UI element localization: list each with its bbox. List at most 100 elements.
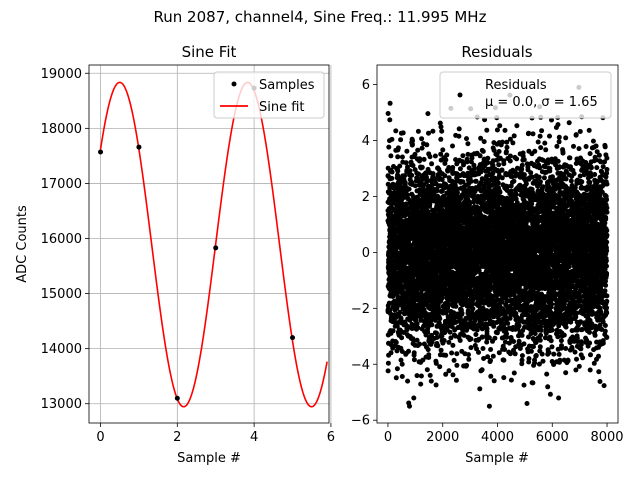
residual-point	[491, 378, 497, 384]
sine-fit-ytick-label: 14000	[41, 342, 82, 357]
residual-point	[457, 338, 463, 343]
residual-point	[465, 141, 471, 147]
residual-point	[479, 367, 485, 373]
residual-point	[429, 161, 435, 167]
residual-point	[388, 153, 394, 159]
residual-point	[490, 353, 496, 359]
sine-fit-xtick-label: 6	[327, 430, 335, 445]
residual-point	[501, 375, 507, 381]
sine-fit-curve	[99, 81, 328, 408]
residual-point	[427, 154, 433, 160]
residual-point	[418, 373, 424, 379]
residual-point	[456, 133, 462, 139]
residual-point	[454, 362, 460, 368]
residual-point	[481, 139, 487, 145]
residual-point	[415, 147, 421, 153]
residual-point	[443, 157, 449, 163]
residual-point	[436, 320, 442, 326]
residual-point	[454, 351, 460, 357]
residual-point	[432, 317, 438, 323]
residual-point	[473, 332, 479, 337]
residual-point	[417, 341, 423, 347]
sine-fit-grid	[89, 65, 332, 423]
residual-point	[433, 360, 439, 366]
sine-fit-sample-points	[98, 85, 296, 401]
residual-point	[386, 300, 392, 306]
residual-point	[400, 130, 406, 136]
residual-point	[507, 153, 513, 159]
residual-point	[485, 155, 491, 161]
residual-point	[399, 374, 405, 379]
residual-point	[424, 367, 430, 373]
residual-point	[496, 149, 502, 154]
legend-samples-label: Samples	[259, 78, 315, 93]
residual-point	[389, 169, 395, 175]
residual-point	[508, 377, 514, 383]
residual-point	[441, 338, 447, 343]
residual-point	[512, 351, 518, 357]
residual-point	[468, 345, 474, 351]
residual-point	[399, 361, 405, 367]
residual-point	[389, 136, 395, 142]
residual-point	[433, 382, 439, 388]
residual-point	[464, 136, 469, 142]
residual-point	[405, 164, 410, 170]
residual-point	[407, 168, 413, 174]
residual-point	[446, 339, 452, 345]
residual-point	[519, 162, 525, 168]
residual-point	[399, 335, 405, 341]
residual-point	[453, 303, 459, 309]
residual-point	[488, 373, 494, 379]
residual-point	[464, 156, 470, 162]
residual-point	[411, 307, 417, 313]
residual-point	[510, 140, 516, 146]
residual-point	[421, 182, 427, 188]
residual-point	[404, 295, 410, 301]
residual-point	[421, 156, 427, 162]
residual-point	[434, 188, 440, 194]
legend-samples-marker	[231, 81, 237, 87]
residual-point	[446, 368, 452, 374]
residual-point	[460, 179, 466, 185]
residual-point	[499, 139, 505, 145]
residual-point	[419, 164, 425, 170]
residual-point	[488, 347, 494, 352]
residual-point	[419, 145, 425, 151]
residual-point	[450, 165, 456, 170]
residual-point	[453, 377, 459, 383]
residual-point	[386, 144, 392, 150]
residual-point	[438, 136, 444, 142]
residual-point	[502, 127, 508, 133]
residual-point	[398, 357, 404, 363]
residual-point	[467, 199, 473, 205]
sine-fit-axes-frame	[88, 64, 330, 424]
residual-point	[390, 328, 396, 334]
residual-point	[437, 364, 443, 370]
residual-point	[459, 310, 465, 316]
residual-point	[389, 175, 395, 181]
residual-point	[387, 117, 393, 123]
residual-point	[486, 403, 492, 409]
residual-point	[446, 302, 452, 307]
residual-point	[418, 381, 424, 387]
residual-point	[511, 370, 517, 376]
residual-point	[426, 352, 432, 358]
residual-point	[385, 111, 391, 116]
residual-point	[484, 127, 490, 133]
residual-point	[420, 357, 426, 363]
residual-point	[496, 162, 502, 168]
sine-fit-ylabel: ADC Counts	[15, 205, 30, 283]
residual-point	[434, 330, 439, 336]
residual-point	[502, 347, 508, 352]
residual-point	[507, 158, 513, 164]
residual-point	[432, 153, 438, 159]
sine-fit-title: Sine Fit	[182, 43, 237, 61]
residual-point	[466, 356, 472, 362]
residual-point	[405, 192, 410, 198]
residual-point	[411, 350, 417, 356]
residual-point	[415, 325, 421, 331]
residual-point	[437, 120, 443, 126]
residual-point	[501, 357, 507, 363]
